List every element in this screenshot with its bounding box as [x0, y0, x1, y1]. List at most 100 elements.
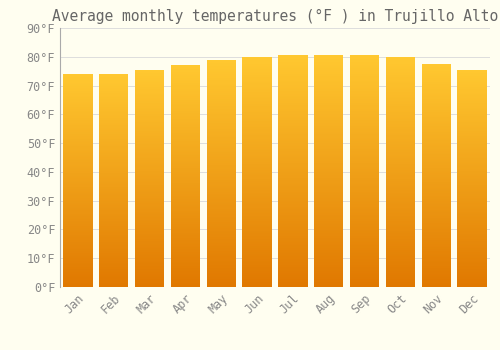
Bar: [99, 131, 128, 132]
Bar: [63, 261, 92, 262]
Bar: [278, 122, 308, 124]
Bar: [206, 68, 236, 69]
Bar: [458, 201, 487, 202]
Bar: [170, 83, 200, 84]
Bar: [135, 285, 164, 286]
Bar: [170, 194, 200, 195]
Bar: [242, 134, 272, 135]
Bar: [422, 186, 451, 187]
Bar: [350, 191, 380, 192]
Bar: [278, 84, 308, 85]
Bar: [314, 133, 344, 134]
Bar: [350, 234, 380, 235]
Bar: [170, 77, 200, 78]
Bar: [386, 186, 415, 187]
Bar: [350, 280, 380, 281]
Bar: [314, 66, 344, 67]
Bar: [458, 245, 487, 246]
Bar: [314, 61, 344, 62]
Bar: [242, 184, 272, 186]
Bar: [386, 68, 415, 69]
Bar: [278, 189, 308, 190]
Bar: [278, 153, 308, 154]
Bar: [422, 147, 451, 148]
Bar: [99, 217, 128, 218]
Bar: [99, 226, 128, 228]
Bar: [170, 224, 200, 225]
Bar: [458, 252, 487, 253]
Bar: [63, 86, 92, 87]
Bar: [458, 225, 487, 226]
Bar: [458, 213, 487, 214]
Bar: [63, 223, 92, 224]
Bar: [206, 147, 236, 148]
Bar: [170, 100, 200, 101]
Bar: [350, 157, 380, 159]
Bar: [422, 144, 451, 145]
Bar: [170, 177, 200, 178]
Bar: [458, 254, 487, 256]
Bar: [99, 186, 128, 187]
Bar: [242, 282, 272, 284]
Bar: [170, 180, 200, 181]
Bar: [206, 183, 236, 185]
Bar: [206, 269, 236, 270]
Bar: [242, 163, 272, 164]
Bar: [135, 113, 164, 114]
Bar: [99, 83, 128, 84]
Bar: [314, 189, 344, 190]
Bar: [314, 206, 344, 207]
Bar: [206, 135, 236, 136]
Bar: [63, 282, 92, 283]
Bar: [314, 132, 344, 133]
Bar: [350, 246, 380, 247]
Bar: [422, 187, 451, 188]
Bar: [386, 141, 415, 142]
Bar: [135, 163, 164, 164]
Bar: [422, 178, 451, 179]
Bar: [422, 265, 451, 266]
Bar: [206, 131, 236, 132]
Bar: [278, 136, 308, 138]
Bar: [350, 142, 380, 144]
Bar: [386, 190, 415, 191]
Bar: [386, 76, 415, 77]
Bar: [314, 192, 344, 193]
Bar: [242, 259, 272, 260]
Bar: [206, 156, 236, 158]
Bar: [242, 252, 272, 254]
Bar: [63, 138, 92, 139]
Bar: [99, 136, 128, 137]
Bar: [278, 214, 308, 215]
Bar: [135, 277, 164, 278]
Bar: [63, 224, 92, 225]
Bar: [422, 167, 451, 168]
Bar: [350, 219, 380, 220]
Bar: [386, 84, 415, 85]
Bar: [278, 270, 308, 271]
Bar: [99, 183, 128, 184]
Bar: [99, 260, 128, 261]
Bar: [278, 228, 308, 229]
Bar: [206, 140, 236, 141]
Bar: [206, 210, 236, 211]
Bar: [422, 101, 451, 102]
Bar: [242, 89, 272, 90]
Bar: [99, 122, 128, 123]
Bar: [458, 178, 487, 180]
Bar: [63, 211, 92, 212]
Bar: [99, 124, 128, 125]
Bar: [63, 108, 92, 109]
Bar: [386, 143, 415, 144]
Bar: [206, 110, 236, 111]
Bar: [386, 174, 415, 175]
Bar: [99, 247, 128, 248]
Bar: [135, 132, 164, 133]
Bar: [135, 265, 164, 266]
Bar: [458, 196, 487, 197]
Bar: [350, 207, 380, 208]
Bar: [206, 159, 236, 160]
Bar: [422, 119, 451, 120]
Bar: [170, 92, 200, 93]
Bar: [99, 156, 128, 157]
